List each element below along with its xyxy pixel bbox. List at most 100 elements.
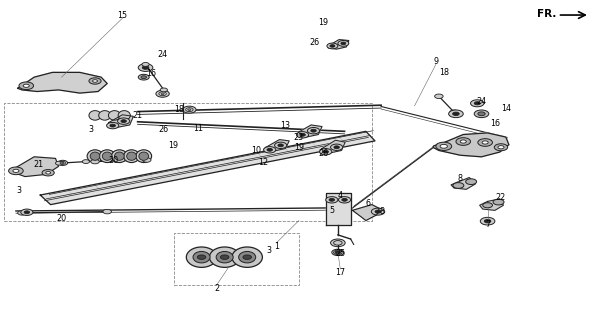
Circle shape xyxy=(107,123,119,129)
Circle shape xyxy=(460,140,466,143)
Circle shape xyxy=(274,142,287,148)
Polygon shape xyxy=(353,204,379,220)
Circle shape xyxy=(330,45,335,47)
Text: 3: 3 xyxy=(266,246,271,255)
Circle shape xyxy=(46,172,51,174)
Text: 17: 17 xyxy=(336,268,345,277)
Circle shape xyxy=(93,80,98,82)
Circle shape xyxy=(327,43,338,49)
Polygon shape xyxy=(108,115,134,127)
Ellipse shape xyxy=(109,111,121,120)
Circle shape xyxy=(335,251,340,254)
Circle shape xyxy=(450,110,458,115)
Circle shape xyxy=(484,220,491,223)
Circle shape xyxy=(341,42,346,45)
Polygon shape xyxy=(264,140,289,151)
Circle shape xyxy=(498,146,504,149)
Polygon shape xyxy=(40,131,375,204)
Circle shape xyxy=(91,159,99,164)
Polygon shape xyxy=(433,133,509,157)
Text: 9: 9 xyxy=(433,57,439,66)
Circle shape xyxy=(436,142,451,150)
Circle shape xyxy=(331,239,345,247)
Circle shape xyxy=(182,106,196,113)
Circle shape xyxy=(138,64,153,71)
Circle shape xyxy=(307,127,320,134)
Text: 7: 7 xyxy=(485,220,490,229)
Circle shape xyxy=(448,110,463,118)
Circle shape xyxy=(278,144,284,147)
Circle shape xyxy=(56,161,63,165)
Text: 3: 3 xyxy=(16,186,21,195)
Text: 18: 18 xyxy=(174,105,184,114)
Text: 5: 5 xyxy=(330,206,335,215)
Text: 25: 25 xyxy=(335,250,345,259)
Text: 16: 16 xyxy=(490,119,500,129)
Text: 20: 20 xyxy=(108,156,118,164)
Circle shape xyxy=(159,92,167,96)
Circle shape xyxy=(323,150,328,153)
Polygon shape xyxy=(320,140,345,153)
Circle shape xyxy=(13,169,19,172)
Text: 24: 24 xyxy=(476,97,487,106)
Circle shape xyxy=(342,198,347,201)
Circle shape xyxy=(480,217,495,225)
Circle shape xyxy=(478,112,485,116)
Circle shape xyxy=(338,41,349,46)
Circle shape xyxy=(320,148,332,155)
Text: 23: 23 xyxy=(294,132,304,141)
Text: 6: 6 xyxy=(366,198,371,207)
Circle shape xyxy=(60,162,65,164)
Circle shape xyxy=(142,62,149,66)
Ellipse shape xyxy=(193,252,210,263)
Text: FR.: FR. xyxy=(537,9,556,19)
Ellipse shape xyxy=(232,247,262,268)
Circle shape xyxy=(482,141,488,144)
Text: 21: 21 xyxy=(34,160,43,169)
Circle shape xyxy=(243,255,251,260)
Ellipse shape xyxy=(239,252,256,263)
Circle shape xyxy=(334,241,342,245)
Text: 1: 1 xyxy=(274,242,279,251)
Ellipse shape xyxy=(139,152,149,160)
Ellipse shape xyxy=(136,150,152,163)
Ellipse shape xyxy=(118,111,131,120)
Circle shape xyxy=(300,133,305,136)
Circle shape xyxy=(188,109,191,110)
Polygon shape xyxy=(10,157,59,177)
Text: 26: 26 xyxy=(309,38,319,47)
Circle shape xyxy=(82,160,90,164)
Circle shape xyxy=(160,88,168,92)
Circle shape xyxy=(453,183,464,188)
Circle shape xyxy=(24,211,30,214)
Text: 8: 8 xyxy=(379,207,384,216)
Circle shape xyxy=(220,255,229,260)
Polygon shape xyxy=(328,40,349,49)
Text: 8: 8 xyxy=(458,174,463,183)
Circle shape xyxy=(435,94,443,99)
Ellipse shape xyxy=(124,150,140,163)
Circle shape xyxy=(310,129,316,132)
Circle shape xyxy=(21,209,33,215)
Circle shape xyxy=(296,132,309,138)
Text: 4: 4 xyxy=(338,191,343,200)
Text: 12: 12 xyxy=(259,158,268,167)
Circle shape xyxy=(474,102,480,105)
Circle shape xyxy=(453,112,459,116)
Text: 14: 14 xyxy=(501,104,511,113)
Circle shape xyxy=(103,209,112,214)
Ellipse shape xyxy=(112,150,127,163)
Text: 19: 19 xyxy=(318,19,328,28)
Circle shape xyxy=(121,120,126,123)
Circle shape xyxy=(474,110,489,118)
Circle shape xyxy=(143,158,151,162)
Text: 21: 21 xyxy=(132,111,143,120)
Ellipse shape xyxy=(90,152,100,160)
Circle shape xyxy=(197,255,206,260)
Circle shape xyxy=(138,74,149,80)
Circle shape xyxy=(118,118,130,124)
Circle shape xyxy=(371,208,385,215)
Polygon shape xyxy=(479,199,503,210)
Ellipse shape xyxy=(127,152,137,160)
Ellipse shape xyxy=(115,152,124,160)
